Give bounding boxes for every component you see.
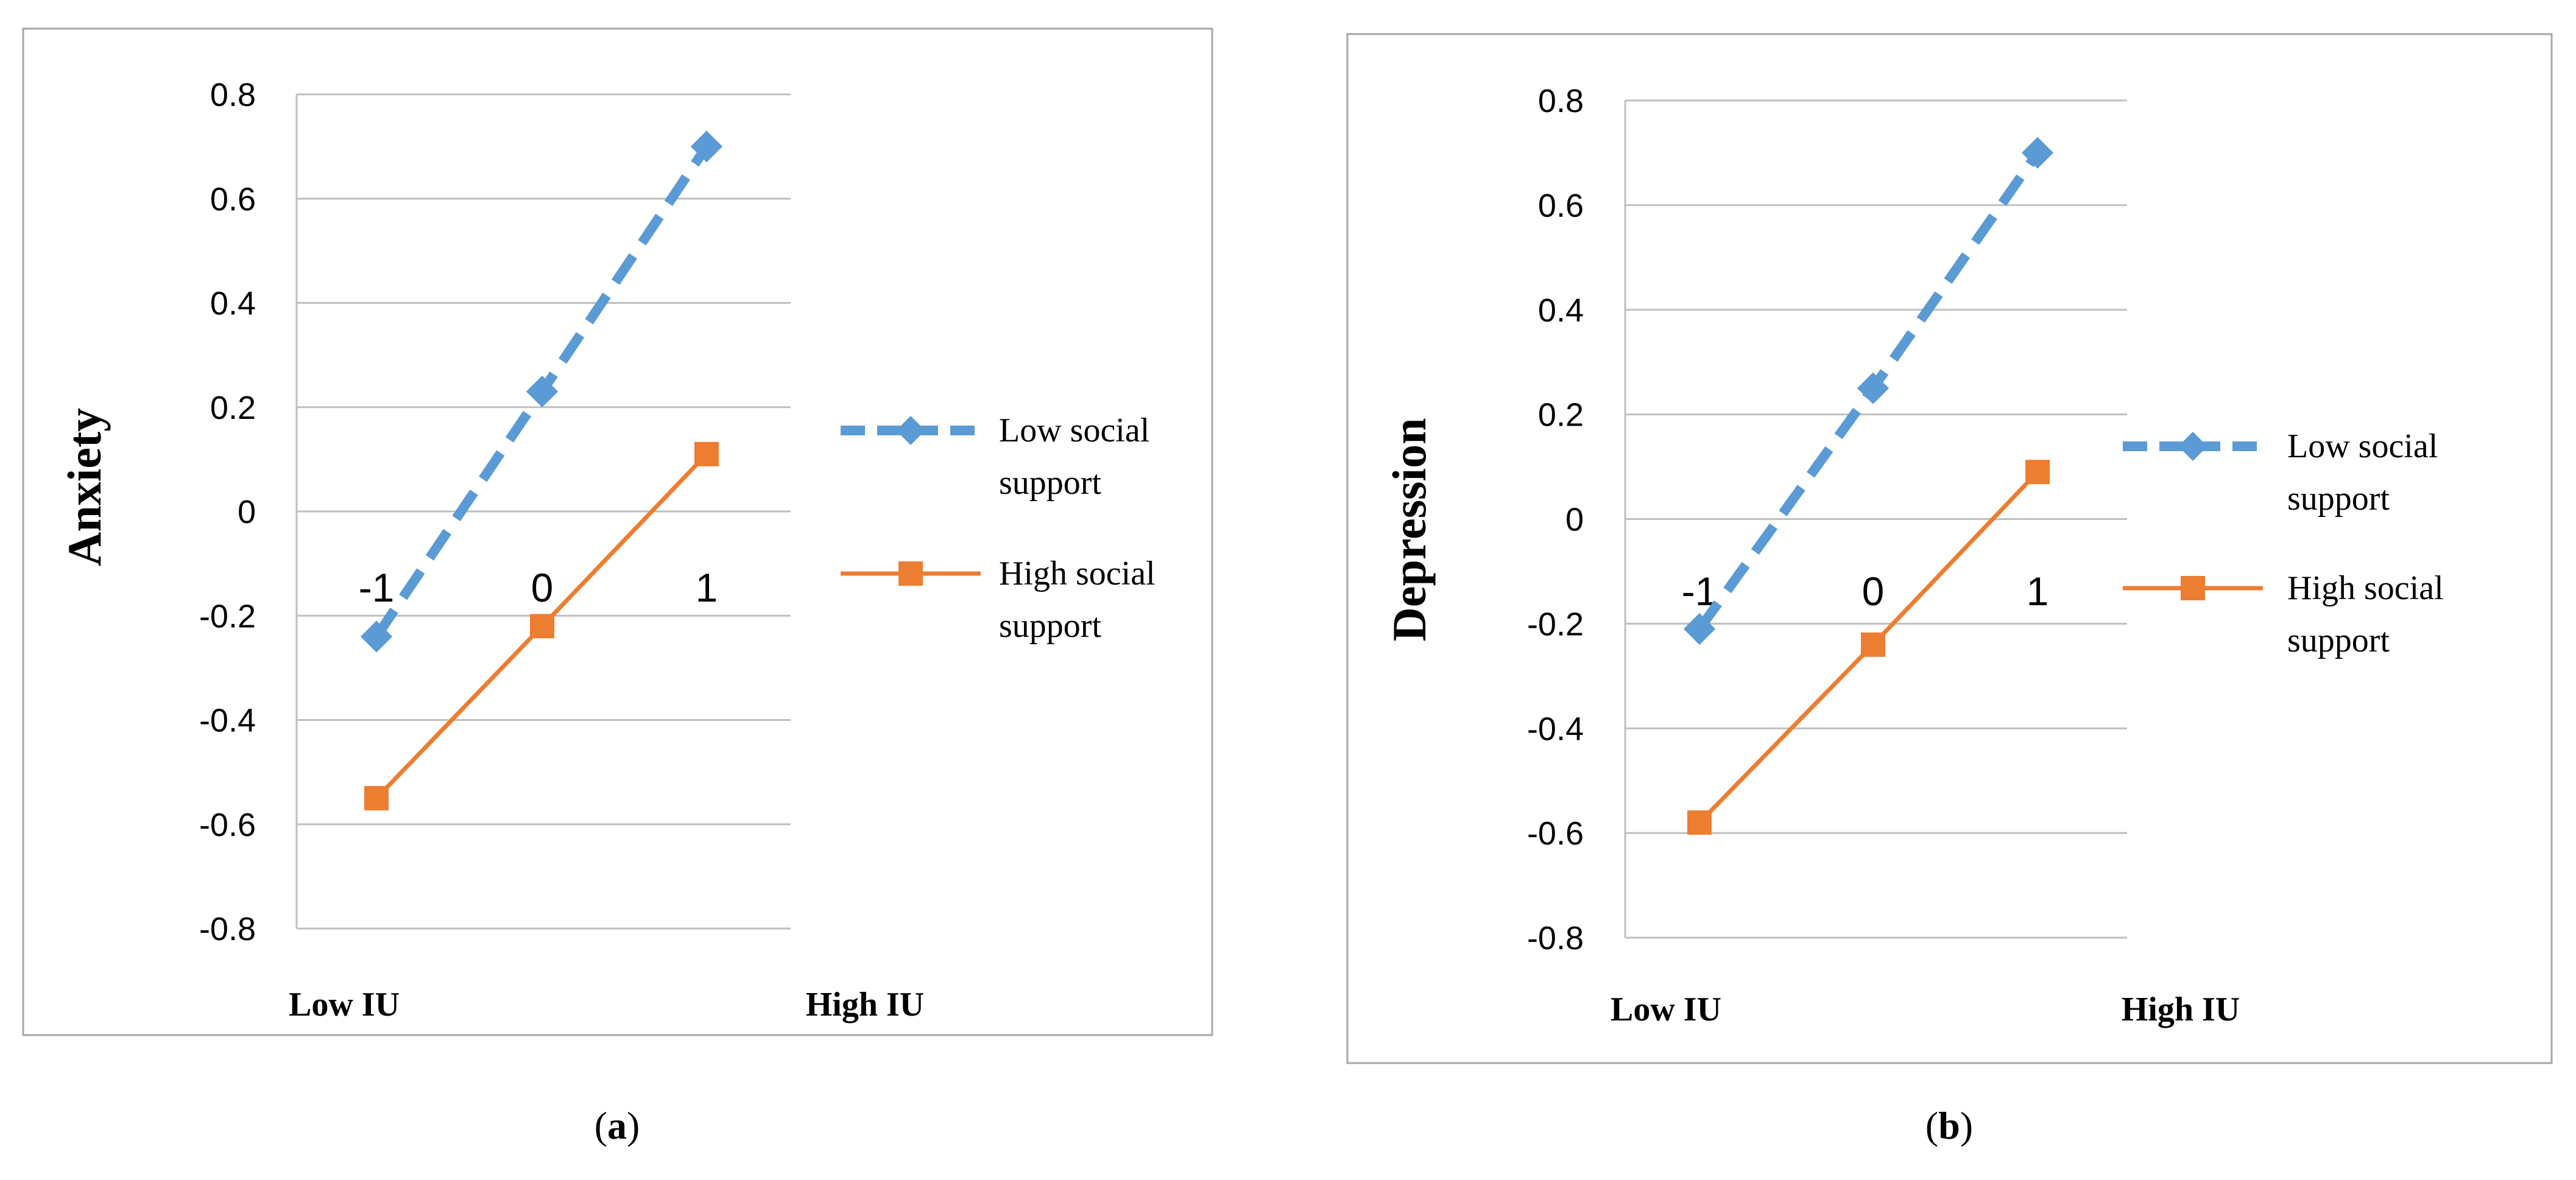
y-tick-label: 0.6 (210, 181, 256, 217)
caption-letter: b (1938, 1104, 1960, 1147)
data-point (1861, 632, 1885, 657)
chart-frame (22, 27, 1213, 1036)
data-point (2025, 460, 2050, 485)
data-point (1857, 372, 1890, 404)
x-high-label: High IU (2122, 991, 2240, 1028)
y-tick-label: 0.2 (1538, 397, 1584, 434)
y-axis-label: Anxiety (58, 408, 111, 566)
legend-label: support (2287, 480, 2390, 518)
legend-label: High social (2287, 569, 2444, 607)
y-tick-label: 0.2 (210, 390, 256, 426)
data-point (364, 785, 389, 810)
x-category-label: 1 (696, 565, 718, 610)
y-tick-label: -0.8 (1527, 920, 1584, 957)
data-point (2021, 136, 2054, 169)
legend-entry: Low social support (841, 412, 1149, 502)
legend-marker (898, 561, 923, 586)
legend-label: support (999, 464, 1101, 502)
legend-entry: Low social support (2123, 427, 2438, 518)
x-category-label: 0 (531, 565, 554, 610)
y-tick-label: -0.2 (1527, 606, 1584, 642)
legend-marker (2178, 432, 2207, 461)
x-high-label: High IU (806, 986, 925, 1024)
data-point (694, 441, 719, 466)
y-tick-label: 0.8 (210, 77, 256, 113)
y-tick-label: 0.8 (1538, 83, 1584, 119)
data-point (690, 130, 723, 163)
x-low-label: Low IU (1611, 991, 1721, 1028)
legend-entry: High social support (841, 555, 1156, 645)
chart-frame (1346, 33, 2553, 1064)
y-tick-label: 0 (238, 494, 256, 530)
legend-label: support (2287, 622, 2390, 659)
data-point (360, 620, 393, 653)
caption-paren: ( (595, 1104, 607, 1147)
caption-paren: ) (627, 1104, 640, 1147)
data-point (530, 614, 554, 639)
y-tick-label: 0.6 (1538, 188, 1584, 224)
x-low-label: Low IU (289, 986, 400, 1024)
series-low-social-support (1683, 136, 2054, 645)
x-category-label: 0 (1862, 569, 1885, 614)
y-axis-label: Depression (1383, 418, 1436, 642)
legend-marker (896, 416, 925, 445)
legend-label: High social (999, 555, 1156, 592)
caption-paren: ) (1960, 1104, 1973, 1147)
y-tick-label: 0 (1565, 502, 1584, 538)
legend-label: support (999, 607, 1101, 645)
y-tick-label: -0.2 (199, 598, 256, 634)
y-tick-label: -0.4 (199, 703, 256, 739)
series-low-social-support (360, 130, 723, 653)
panel-caption: (b) (1925, 1104, 1973, 1147)
legend-marker (2181, 576, 2205, 600)
x-category-label: 1 (2027, 569, 2049, 614)
data-point (1683, 613, 1716, 645)
legend-entry: High social support (2123, 569, 2444, 659)
x-category-label: -1 (359, 565, 395, 610)
chart-a: 0.8 0.6 0.4 0.2 0 -0.2 -0.4 -0.6 -0.8 -1 0 1 Anxiety… (22, 27, 1213, 1036)
series-high-social-support (364, 441, 719, 810)
y-tick-label: -0.4 (1527, 711, 1584, 747)
chart-b: 0.80.60.40.20-0.2-0.4-0.6-0.8-1 0 1Depress… (1346, 33, 2553, 1064)
caption-letter: a (607, 1104, 627, 1147)
y-tick-label: -0.8 (199, 911, 256, 947)
data-point (526, 375, 559, 408)
y-tick-label: 0.4 (210, 286, 256, 322)
y-tick-label: -0.6 (1527, 815, 1584, 852)
y-tick-label: -0.6 (199, 807, 256, 843)
data-point (1687, 810, 1712, 835)
legend-label: Low social (2287, 427, 2438, 465)
y-tick-label: 0.4 (1538, 292, 1584, 329)
legend-label: Low social (999, 412, 1149, 449)
series-high-social-support (1687, 460, 2050, 835)
panel-caption: (a) (595, 1104, 640, 1147)
caption-paren: ( (1925, 1104, 1938, 1147)
